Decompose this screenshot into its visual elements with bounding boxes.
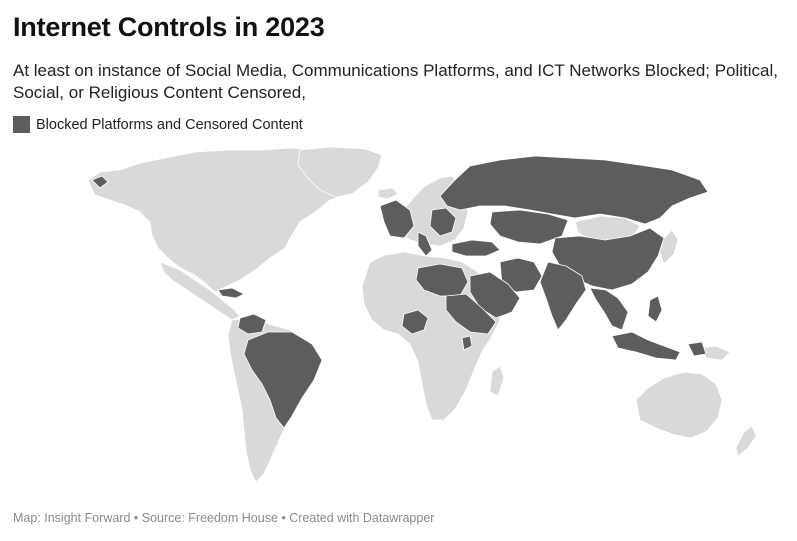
country-russia [439,155,709,225]
region-new-zealand [735,425,757,457]
legend: Blocked Platforms and Censored Content [13,116,303,133]
world-map [87,146,757,483]
country-turkey [451,239,501,257]
country-philippines [647,295,663,323]
country-papua-new-guinea [687,341,707,357]
region-japan [659,229,679,265]
country-venezuela [237,313,267,335]
country-saudi-arabia [469,271,521,319]
country-brazil [243,331,323,429]
region-north-america [87,147,381,293]
country-uk-france [379,199,415,239]
country-cuba [217,287,245,299]
legend-label: Blocked Platforms and Censored Content [36,116,303,133]
chart-title: Internet Controls in 2023 [13,12,325,42]
country-sudan-ethiopia [445,293,497,335]
region-papua [699,345,731,361]
country-india [539,261,587,331]
region-madagascar [489,365,505,397]
footer-credit: Map: Insight Forward • Source: Freedom H… [13,511,435,525]
legend-swatch [13,116,30,133]
country-kazakhstan [489,209,569,245]
country-eastern-europe [429,207,457,237]
country-myanmar-vietnam [589,287,629,331]
country-nigeria [401,309,429,335]
region-alaska-marker [91,175,109,189]
region-iceland [377,187,399,200]
region-australia [635,371,723,439]
country-uganda [461,335,473,351]
chart-subtitle: At least on instance of Social Media, Co… [13,61,779,102]
country-italy [417,231,433,257]
region-greenland [297,146,383,198]
country-indonesia [611,331,681,361]
